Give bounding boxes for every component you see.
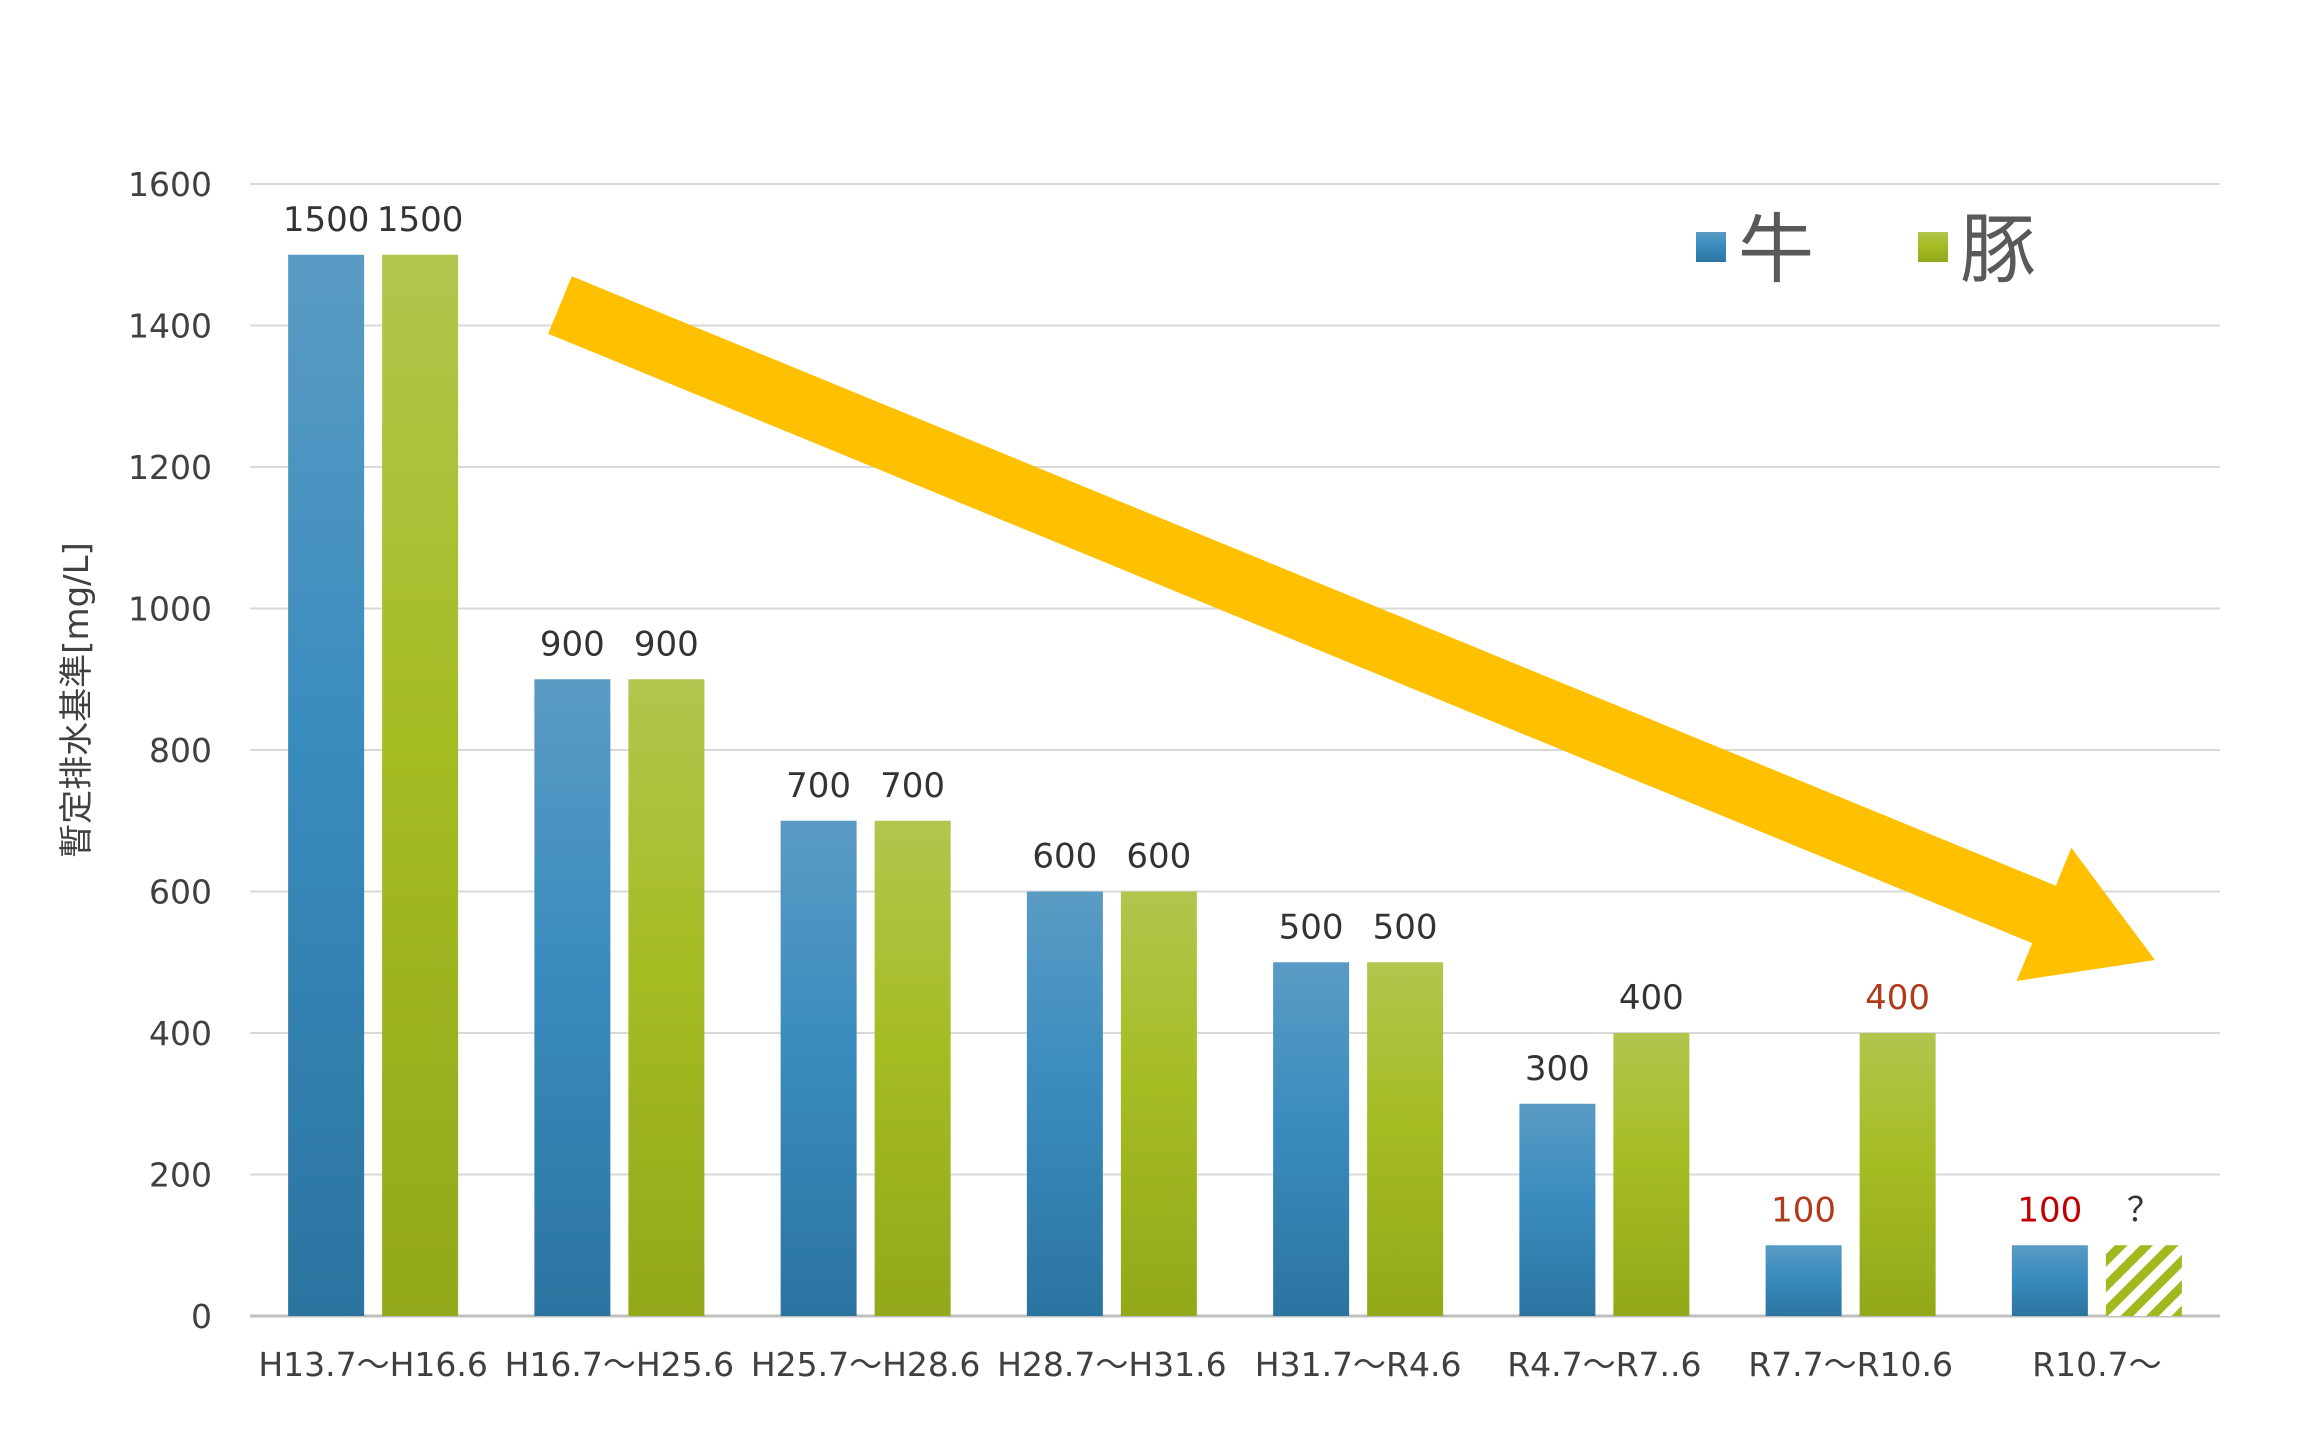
bars (288, 254, 2182, 1316)
x-tick-label: H28.7〜H31.6 (997, 1345, 1227, 1384)
data-label: 600 (1126, 837, 1191, 877)
x-tick-label: R7.7〜R10.6 (1748, 1345, 1953, 1384)
y-tick-label: 1200 (128, 448, 212, 487)
bar-cattle (288, 254, 365, 1316)
y-tick-label: 1000 (128, 590, 212, 629)
data-label: 900 (634, 624, 699, 664)
bar-cattle (1519, 1103, 1596, 1316)
x-tick-label: R4.7〜R7..6 (1507, 1345, 1701, 1384)
y-tick-label: 800 (149, 731, 212, 770)
bar-pig (628, 679, 705, 1316)
legend-label-pig: 豚 (1960, 205, 2036, 294)
y-tick-label: 200 (149, 1156, 212, 1195)
x-tick-label: H13.7〜H16.6 (258, 1345, 488, 1384)
x-tick-label: H31.7〜R4.6 (1255, 1345, 1462, 1384)
bar-pig (1613, 1033, 1690, 1316)
x-tick-label: R10.7〜 (2032, 1345, 2161, 1384)
bar-pig (382, 254, 459, 1316)
data-label: 600 (1032, 837, 1097, 877)
legend: 牛豚 (1696, 205, 2036, 294)
legend-swatch-cattle (1696, 232, 1726, 262)
data-labels: 1500 1500 900 900 700 700 600 600 500 500 300 400 10… (283, 200, 2161, 1231)
data-label: 400 (1619, 978, 1684, 1018)
y-tick-label: 1600 (128, 165, 212, 204)
y-tick-label: 1400 (128, 307, 212, 346)
bar-cattle (1765, 1245, 1842, 1316)
bar-pig (1367, 962, 1444, 1316)
bar-cattle (780, 820, 857, 1316)
bar-pig (1120, 891, 1197, 1316)
bar-cattle (1273, 962, 1350, 1316)
bar-cattle (2011, 1245, 2088, 1316)
data-label: 700 (880, 766, 945, 806)
y-tick-label: 0 (191, 1297, 212, 1336)
bar-cattle (1026, 891, 1103, 1316)
data-label: 700 (786, 766, 851, 806)
data-label: 100 (2017, 1190, 2082, 1230)
data-label: 1500 (283, 200, 370, 240)
bar-pig (2105, 1245, 2182, 1316)
data-label: 500 (1373, 907, 1438, 947)
data-label: 900 (540, 624, 605, 664)
legend-swatch-pig (1918, 232, 1948, 262)
data-label: 300 (1525, 1049, 1590, 1089)
trend-arrow-layer (548, 276, 2156, 981)
data-label: 1500 (377, 200, 464, 240)
bar-pig (1859, 1033, 1936, 1316)
x-tick-labels: H13.7〜H16.6 H16.7〜H25.6 H25.7〜H28.6 H28.7〜H… (258, 1345, 2161, 1384)
bar-cattle (534, 679, 611, 1316)
trend-arrow (548, 276, 2156, 981)
y-tick-label: 400 (149, 1014, 212, 1053)
data-label: 100 (1771, 1190, 1836, 1230)
bar-pig (874, 820, 951, 1316)
data-label: 400 (1865, 978, 1930, 1018)
x-tick-label: H16.7〜H25.6 (505, 1345, 735, 1384)
data-label: ？ (2127, 1190, 2161, 1230)
y-axis-label: 暫定排水基準[mg/L] (57, 542, 97, 858)
y-tick-labels: 0 200 400 600 800 1000 1200 1400 1600 (128, 165, 212, 1336)
legend-label-cattle: 牛 (1738, 205, 1814, 294)
x-tick-label: H25.7〜H28.6 (751, 1345, 981, 1384)
y-tick-label: 600 (149, 873, 212, 912)
data-label: 500 (1279, 907, 1344, 947)
